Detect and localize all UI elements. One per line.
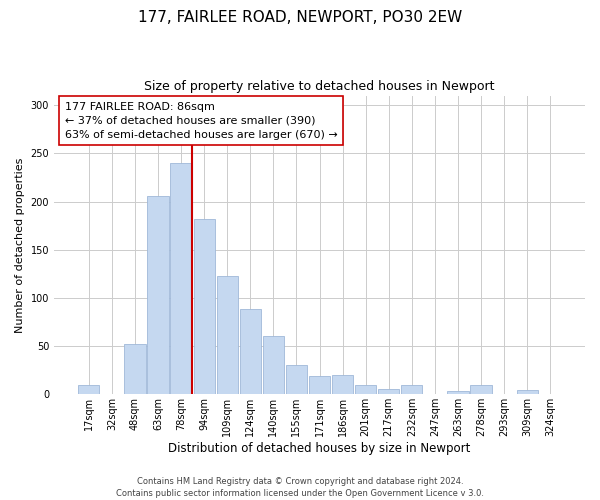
Bar	[448, 392, 469, 394]
Y-axis label: Number of detached properties: Number of detached properties	[15, 157, 25, 332]
Title: Size of property relative to detached houses in Newport: Size of property relative to detached ho…	[144, 80, 495, 93]
Bar	[470, 384, 491, 394]
Bar	[194, 219, 215, 394]
X-axis label: Distribution of detached houses by size in Newport: Distribution of detached houses by size …	[169, 442, 471, 455]
Bar	[517, 390, 538, 394]
Bar	[217, 276, 238, 394]
Bar	[286, 366, 307, 394]
Bar	[78, 384, 100, 394]
Bar	[401, 384, 422, 394]
Bar	[332, 375, 353, 394]
Bar	[170, 163, 191, 394]
Text: Contains HM Land Registry data © Crown copyright and database right 2024.
Contai: Contains HM Land Registry data © Crown c…	[116, 476, 484, 498]
Bar	[378, 390, 400, 394]
Bar	[124, 344, 146, 395]
Text: 177, FAIRLEE ROAD, NEWPORT, PO30 2EW: 177, FAIRLEE ROAD, NEWPORT, PO30 2EW	[138, 10, 462, 25]
Bar	[148, 196, 169, 394]
Bar	[355, 384, 376, 394]
Bar	[309, 376, 330, 394]
Text: 177 FAIRLEE ROAD: 86sqm
← 37% of detached houses are smaller (390)
63% of semi-d: 177 FAIRLEE ROAD: 86sqm ← 37% of detache…	[65, 102, 337, 140]
Bar	[239, 310, 261, 394]
Bar	[263, 336, 284, 394]
